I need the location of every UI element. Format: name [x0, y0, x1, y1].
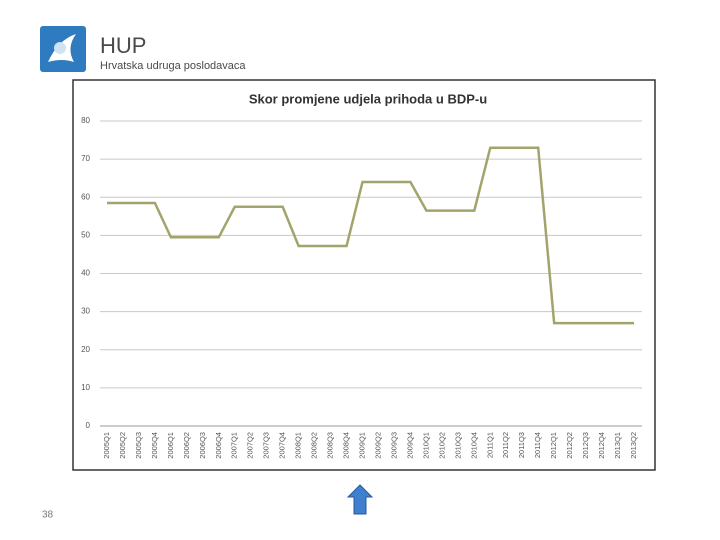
plot: 0 10 20 30 40 50 60 70 80 2005Q1 2005Q2 2005Q3 2005Q… — [81, 116, 642, 459]
x-tick-label: 2013Q2 — [629, 432, 638, 459]
x-tick-label: 2013Q1 — [613, 432, 622, 459]
x-tick-label: 2007Q1 — [230, 432, 239, 459]
x-tick-label: 2007Q4 — [278, 432, 287, 459]
y-tick-label: 50 — [81, 230, 90, 239]
x-tick-label: 2005Q2 — [118, 432, 127, 459]
x-tick-label: 2006Q4 — [214, 432, 223, 459]
x-tick-label: 2009Q2 — [373, 432, 382, 459]
slide-number: 38 — [42, 510, 54, 521]
x-tick-label: 2007Q3 — [262, 432, 271, 459]
y-tick-label: 20 — [81, 345, 90, 354]
y-tick-label: 30 — [81, 307, 90, 316]
x-tick-label: 2011Q4 — [533, 432, 542, 458]
x-tick-label: 2008Q3 — [326, 432, 335, 459]
x-tick-label: 2005Q1 — [102, 432, 111, 459]
x-tick-label: 2012Q3 — [581, 432, 590, 459]
y-tick-label: 60 — [81, 192, 90, 201]
x-tick-label: 2009Q4 — [405, 432, 414, 459]
x-tick-label: 2010Q1 — [421, 432, 430, 459]
x-tick-label: 2010Q4 — [469, 432, 478, 459]
x-tick-label: 2006Q1 — [166, 432, 175, 459]
chart-title: Skor promjene udjela prihoda u BDP-u — [249, 91, 487, 106]
y-tick-label: 0 — [86, 421, 91, 430]
data-line — [107, 146, 634, 325]
x-tick-label: 2012Q1 — [549, 432, 558, 459]
x-tick-label: 2008Q2 — [310, 432, 319, 459]
y-tick-label: 40 — [81, 269, 90, 278]
chart-frame — [72, 79, 656, 471]
y-tick-label: 80 — [81, 116, 90, 125]
x-tick-label: 2005Q4 — [150, 432, 159, 459]
x-tick-label: 2011Q2 — [501, 432, 510, 458]
x-tick-label: 2005Q3 — [134, 432, 143, 459]
y-tick-label: 10 — [81, 383, 90, 392]
x-tick-label: 2009Q3 — [389, 432, 398, 459]
logo-text: HUP — [100, 33, 146, 58]
x-tick-label: 2008Q4 — [342, 432, 351, 459]
y-tick-label: 70 — [81, 154, 90, 163]
nav-up-arrow[interactable] — [346, 484, 374, 515]
x-tick-label: 2009Q1 — [357, 432, 366, 459]
x-tick-label: 2010Q3 — [453, 432, 462, 459]
x-tick-label: 2008Q1 — [294, 432, 303, 459]
x-tick-label: 2012Q2 — [565, 432, 574, 459]
x-tick-label: 2012Q4 — [597, 432, 606, 459]
x-tick-label: 2006Q3 — [198, 432, 207, 459]
x-tick-label: 2011Q3 — [517, 432, 526, 458]
x-tick-label: 2006Q2 — [182, 432, 191, 459]
x-tick-label: 2011Q1 — [485, 432, 494, 458]
x-tick-label: 2007Q2 — [246, 432, 255, 459]
logo-subtitle: Hrvatska udruga poslodavaca — [100, 60, 246, 72]
logo-icon — [40, 26, 86, 72]
x-tick-label: 2010Q2 — [437, 432, 446, 459]
